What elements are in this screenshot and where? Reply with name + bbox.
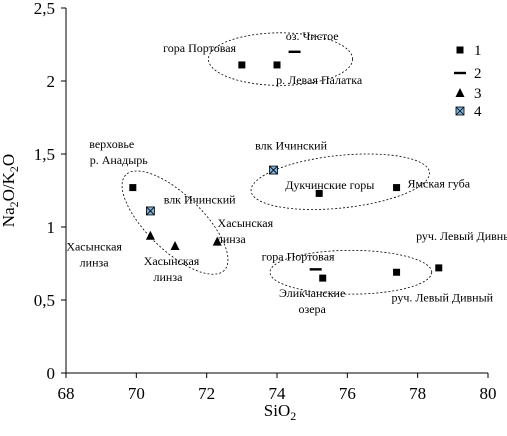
series-1-point <box>273 61 281 69</box>
group-ellipse <box>250 153 430 210</box>
series-1-point <box>319 274 327 282</box>
legend-label: 1 <box>474 43 482 59</box>
series-2-point <box>309 268 322 271</box>
point-annotation: линза <box>154 270 184 284</box>
point-annotation: Дукчинские горы <box>285 178 374 192</box>
series-4-point-cross <box>146 206 155 216</box>
point-annotation: Ямская губа <box>407 177 470 191</box>
series-3-point <box>170 240 180 250</box>
series-1-point <box>393 184 401 192</box>
point-annotation: верховье <box>89 137 134 151</box>
y-axis-title: Na2O/K2O <box>0 154 21 227</box>
series-2-point <box>288 50 301 53</box>
point-annotation: гора Портовая <box>262 250 335 264</box>
point-annotation: Хасынская <box>66 239 122 253</box>
y-tick-label: 0,5 <box>34 291 55 310</box>
legend-marker-2 <box>454 71 466 75</box>
point-annotation: влк Ичинский <box>255 139 327 153</box>
y-tick-label: 1 <box>47 218 56 237</box>
x-tick-label: 76 <box>339 384 356 403</box>
series-3-point <box>145 230 155 240</box>
point-annotation: руч. Левый Дивный <box>391 290 493 304</box>
y-tick-label: 2 <box>47 72 56 91</box>
series-1-point <box>129 184 137 192</box>
legend-marker-3 <box>455 88 465 97</box>
point-annotation: озера <box>298 302 326 316</box>
x-tick-label: 68 <box>58 384 75 403</box>
point-annotation: руч. Левый Дивный <box>416 229 507 243</box>
y-tick-label: 0 <box>47 364 56 383</box>
legend-marker-4-cross <box>455 106 465 116</box>
point-annotation: линза <box>217 232 247 246</box>
point-annotation: линза <box>80 255 110 269</box>
point-annotation: р. Левая Палатка <box>276 73 363 87</box>
legend-marker-1 <box>456 46 464 54</box>
group-ellipse <box>269 249 433 295</box>
legend-label: 3 <box>474 86 482 102</box>
x-tick-label: 72 <box>198 384 215 403</box>
y-tick-label: 1,5 <box>34 145 55 164</box>
x-tick-label: 74 <box>269 384 287 403</box>
series-1-point <box>393 268 401 276</box>
series-1-point <box>315 189 323 197</box>
legend-label: 4 <box>474 104 482 120</box>
point-annotation: гора Портовая <box>163 41 236 55</box>
point-annotation: Эликчанские <box>279 286 345 300</box>
series-1-point <box>238 61 246 69</box>
series-1-point <box>435 264 443 272</box>
series-3-point <box>212 236 222 246</box>
point-annotation: оз. Чистое <box>286 29 339 43</box>
group-ellipse <box>121 170 229 275</box>
y-tick-label: 2,5 <box>34 0 55 18</box>
x-tick-label: 80 <box>480 384 497 403</box>
group-ellipse <box>208 32 354 86</box>
legend-label: 2 <box>474 66 482 82</box>
x-tick-label: 70 <box>128 384 145 403</box>
x-axis-title: SiO2 <box>264 401 296 423</box>
point-annotation: Хасынская <box>144 254 200 268</box>
point-annotation: р. Анадырь <box>90 153 149 167</box>
series-4-point-cross <box>269 165 278 175</box>
point-annotation: влк Ичинский <box>164 193 236 207</box>
x-tick-label: 78 <box>409 384 426 403</box>
point-annotation: Хасынская <box>218 216 274 230</box>
